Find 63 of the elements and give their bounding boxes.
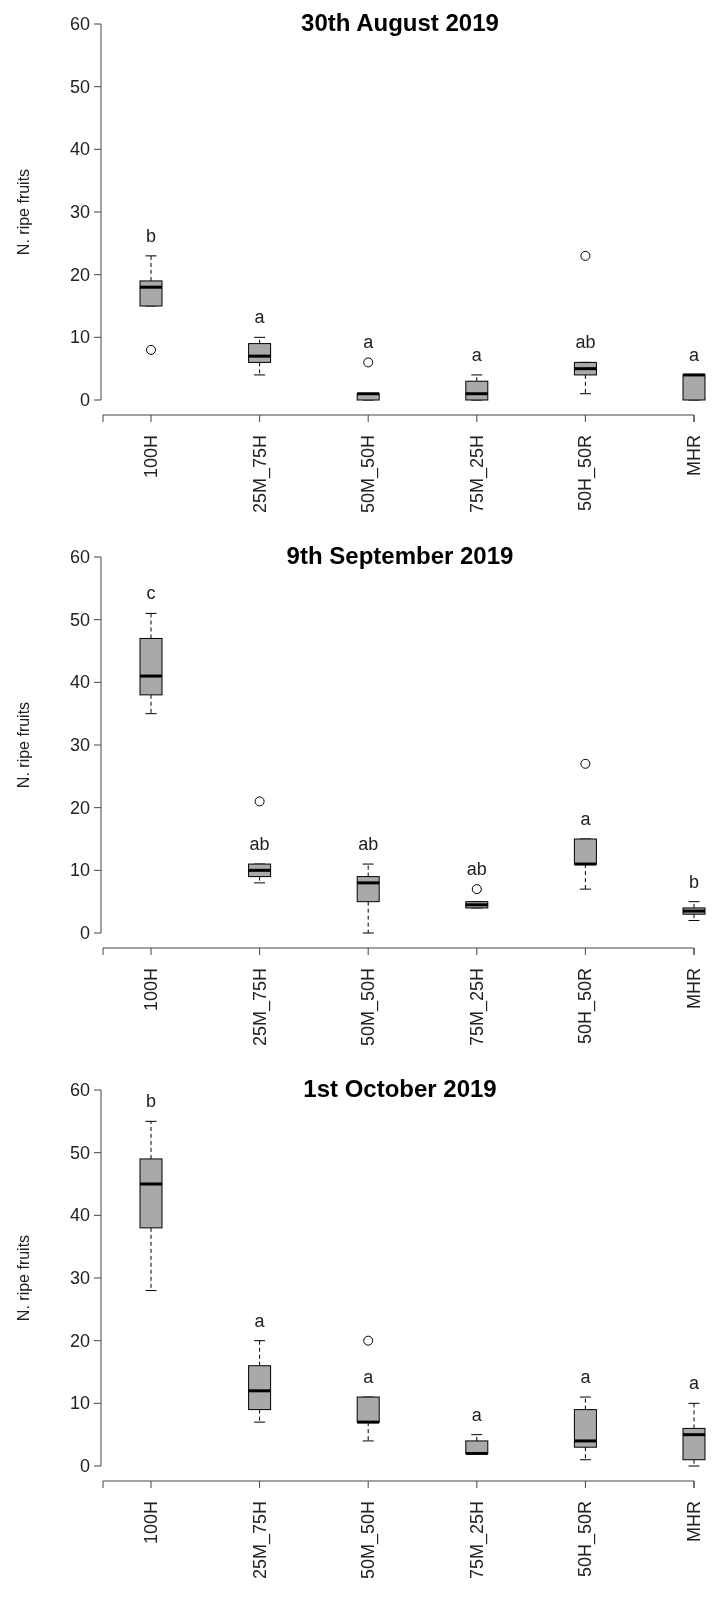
y-tick-label: 50 (69, 76, 90, 97)
annotation: a (580, 809, 592, 829)
x-tick-label: 25M_75H (249, 968, 271, 1047)
x-tick-label: MHR (684, 968, 704, 1009)
x-tick-label: 50H_50R (575, 968, 597, 1045)
x-tick-label: MHR (684, 435, 704, 476)
y-tick-label: 30 (69, 1268, 90, 1288)
x-tick-label: MHR (684, 1501, 704, 1542)
x-tick-label: 50M_50H (358, 435, 380, 514)
y-tick-label: 40 (69, 139, 90, 160)
annotation: a (471, 1404, 483, 1425)
annotation: ab (575, 332, 596, 353)
y-tick-label: 60 (69, 1080, 90, 1100)
annotation: a (363, 332, 375, 353)
y-tick-label: 30 (69, 735, 90, 755)
y-tick-label: 0 (79, 923, 90, 943)
annotation: a (363, 1367, 375, 1388)
y-tick-label: 40 (69, 672, 90, 693)
annotation: a (254, 1310, 266, 1331)
annotation: b (145, 1091, 157, 1112)
x-tick-label: 75M_25H (466, 435, 488, 514)
x-tick-label: 100H (141, 968, 161, 1012)
annotation: a (580, 1367, 592, 1388)
chart-title: 1st October 2019 (303, 1074, 497, 1102)
y-tick-label: 10 (69, 1393, 90, 1414)
annotation: ab (249, 834, 270, 855)
y-tick-label: 40 (69, 1205, 90, 1226)
y-tick-label: 20 (69, 797, 90, 818)
y-tick-label: 20 (69, 1330, 90, 1351)
x-tick-label: 25M_75H (249, 435, 271, 514)
y-tick-label: 20 (69, 264, 90, 285)
y-axis-title: N. ripe fruits (14, 168, 32, 256)
annotation: a (254, 307, 266, 328)
annotation: a (688, 344, 700, 365)
y-axis-title: N. ripe fruits (14, 1234, 32, 1322)
x-tick-label: 50M_50H (358, 1501, 380, 1580)
x-tick-label: 25M_75H (249, 1501, 271, 1580)
y-tick-label: 0 (79, 1456, 90, 1476)
x-tick-label: 50H_50R (575, 1501, 597, 1578)
y-tick-label: 10 (69, 860, 90, 881)
y-tick-label: 60 (69, 14, 90, 34)
y-tick-label: 50 (69, 609, 90, 630)
y-axis-title: N. ripe fruits (14, 701, 32, 789)
y-tick-label: 50 (69, 1142, 90, 1163)
y-tick-label: 10 (69, 327, 90, 348)
x-tick-label: 50M_50H (358, 968, 380, 1047)
x-tick-label: 50H_50R (575, 435, 597, 512)
x-tick-label: 100H (141, 1501, 161, 1545)
annotation: ab (466, 859, 487, 880)
x-tick-label: 100H (141, 435, 161, 479)
annotation: c (146, 583, 156, 604)
x-tick-label: 75M_25H (466, 1501, 488, 1580)
chart-title: 30th August 2019 (301, 8, 499, 36)
annotation: b (145, 225, 157, 246)
annotation: b (688, 871, 700, 892)
y-tick-label: 60 (69, 547, 90, 567)
annotation: a (688, 1373, 700, 1394)
annotation: a (471, 344, 483, 365)
y-tick-label: 0 (79, 390, 90, 410)
annotation: ab (358, 834, 379, 855)
chart-title: 9th September 2019 (286, 541, 514, 569)
y-tick-label: 30 (69, 202, 90, 222)
x-tick-label: 75M_25H (466, 968, 488, 1047)
